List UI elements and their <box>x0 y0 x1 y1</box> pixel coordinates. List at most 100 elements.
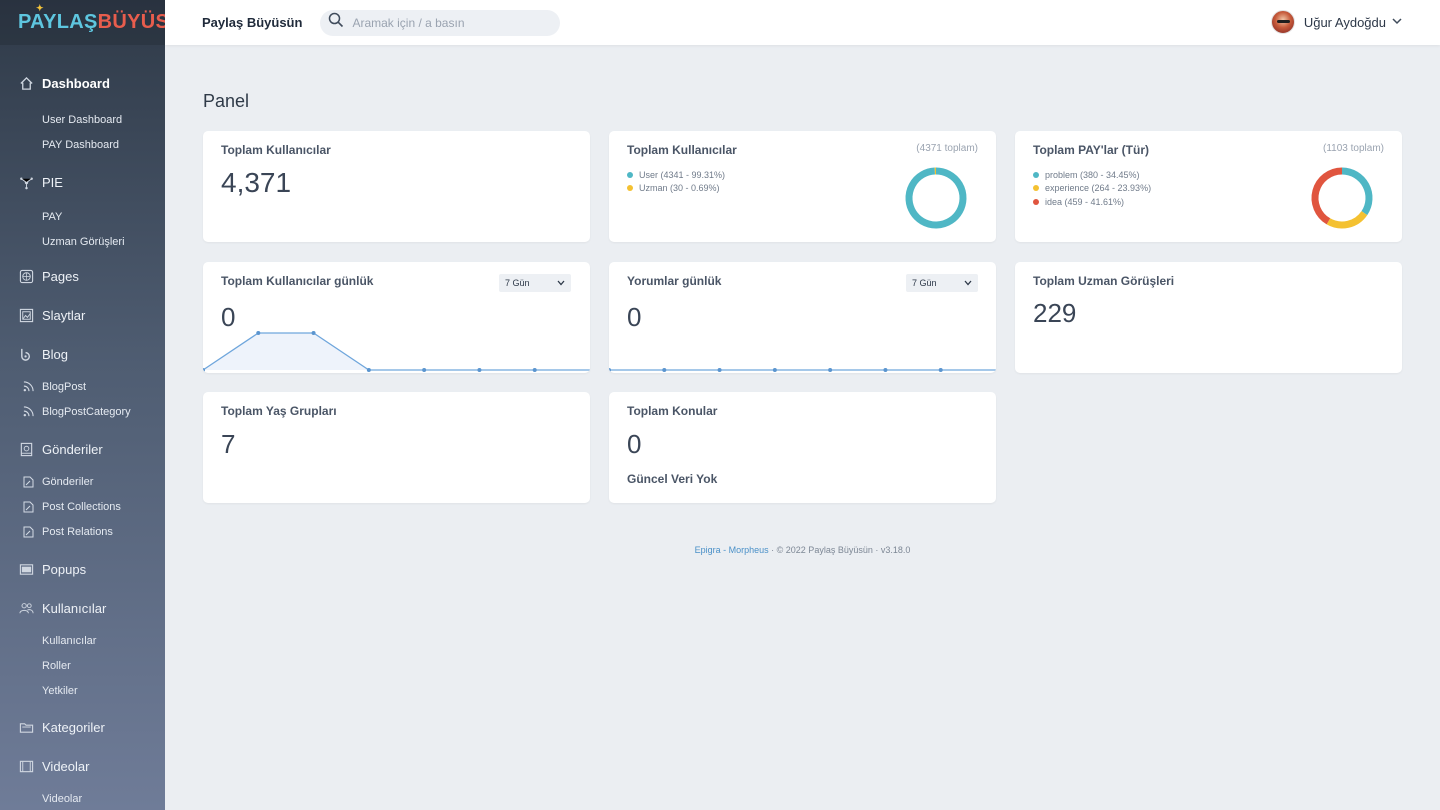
card-value: 7 <box>221 429 236 459</box>
footer-separator: · <box>875 545 881 555</box>
card-expert-opinions: Toplam Uzman Görüşleri 229 <box>1015 262 1402 373</box>
sidebar-sub-blogpostcategory[interactable]: BlogPostCategory <box>0 399 165 424</box>
sidebar-item-slaytlar[interactable]: Slaytlar <box>0 296 165 334</box>
sidebar-sub-pay[interactable]: PAY <box>0 204 165 229</box>
user-menu[interactable]: Uğur Aydoğdu <box>1270 10 1402 34</box>
logo[interactable]: ✦ PAYLAŞBÜYÜSÜN <box>18 3 165 34</box>
legend-item: Uzman (30 - 0.69%) <box>627 182 725 196</box>
sidebar-sub-label: Post Collections <box>42 500 121 513</box>
sidebar-sub-gonderiler[interactable]: Gönderiler <box>0 469 165 494</box>
legend-dot <box>1033 185 1039 192</box>
card-pay-pie: Toplam PAY'lar (Tür) (1103 toplam) probl… <box>1015 131 1402 242</box>
avatar[interactable] <box>1270 10 1295 34</box>
network-icon <box>18 174 34 190</box>
sidebar-item-label: Kullanıcılar <box>42 600 107 616</box>
sidebar-item-popups[interactable]: Popups <box>0 550 165 588</box>
data-point-0[interactable] <box>203 368 205 372</box>
sidebar-item-gonderiler[interactable]: Gönderiler <box>0 430 165 468</box>
data-point-2[interactable] <box>717 368 722 372</box>
sidebar-item-pages[interactable]: Pages <box>0 257 165 295</box>
sidebar-sub-label: Kullanıcılar <box>42 634 97 647</box>
data-point-5[interactable] <box>477 368 482 372</box>
card-age-groups: Toplam Yaş Grupları 7 <box>203 392 590 503</box>
image-icon <box>18 307 34 323</box>
data-point-1[interactable] <box>662 368 667 372</box>
card-title: Toplam Uzman Görüşleri <box>1033 274 1175 288</box>
legend-label: Uzman (30 - 0.69%) <box>639 183 720 194</box>
sidebar-sub-label: Videolar <box>42 792 83 805</box>
sidebar-item-label: Videolar <box>42 758 90 774</box>
card-value: 4,371 <box>221 167 292 198</box>
data-point-0[interactable] <box>609 368 611 372</box>
footer-version: v3.18.0 <box>880 545 911 555</box>
line-chart-users <box>203 331 590 372</box>
sidebar-sub-post-relations[interactable]: Post Relations <box>0 519 165 544</box>
total-note: (4371 toplam) <box>916 143 978 154</box>
search-box[interactable] <box>320 9 561 36</box>
card-title: Toplam Kullanıcılar <box>221 143 331 157</box>
chevron-down-icon <box>964 278 972 288</box>
donut-slice-0[interactable] <box>905 167 967 229</box>
data-point-4[interactable] <box>828 368 833 372</box>
sidebar-item-label: Blog <box>42 346 69 362</box>
sidebar-item-kullanicilar[interactable]: Kullanıcılar <box>0 589 165 627</box>
card-title: Toplam Kullanıcılar günlük <box>221 274 374 288</box>
sidebar-sub-yetkiler[interactable]: Yetkiler <box>0 678 165 703</box>
logo-text-right: BÜYÜSÜN <box>97 11 165 33</box>
card-title: Toplam Kullanıcılar <box>627 143 737 157</box>
sidebar-item-kategoriler[interactable]: Kategoriler <box>0 708 165 746</box>
donut-chart-pay <box>1311 167 1373 229</box>
footer-copyright: © 2022 Paylaş Büyüsün <box>776 545 873 555</box>
sidebar-item-label: Pages <box>42 268 79 284</box>
data-point-6[interactable] <box>532 368 537 372</box>
period-select[interactable]: 7 Gün <box>499 274 571 292</box>
sidebar-sub-label: BlogPostCategory <box>42 405 131 418</box>
card-daily-comments: Yorumlar günlük 7 Gün 0 <box>609 262 996 373</box>
donut-slice-0[interactable] <box>1341 167 1373 216</box>
legend-item: problem (380 - 34.45%) <box>1033 168 1151 182</box>
sidebar-item-label: Dashboard <box>42 75 110 91</box>
sidebar-sub-uzman-gorusleri[interactable]: Uzman Görüşleri <box>0 229 165 254</box>
sidebar-item-label: Popups <box>42 561 87 577</box>
data-point-3[interactable] <box>366 368 371 372</box>
sidebar-sub-label: PAY Dashboard <box>42 138 120 151</box>
site-name[interactable]: Paylaş Büyüsün <box>202 15 303 30</box>
data-point-5[interactable] <box>883 368 888 372</box>
legend: User (4341 - 99.31%) Uzman (30 - 0.69%) <box>627 168 725 195</box>
brand[interactable]: ✦ PAYLAŞBÜYÜSÜN <box>0 0 165 45</box>
sidebar-item-dashboard[interactable]: Dashboard <box>0 64 165 102</box>
period-select[interactable]: 7 Gün <box>906 274 978 292</box>
data-point-6[interactable] <box>938 368 943 372</box>
sidebar-item-pie[interactable]: PIE <box>0 163 165 201</box>
legend-label: User (4341 - 99.31%) <box>639 169 726 180</box>
legend-item: experience (264 - 23.93%) <box>1033 182 1151 196</box>
footer: Epigra - Morpheus · © 2022 Paylaş Büyüsü… <box>165 545 1440 555</box>
donut-slice-2[interactable] <box>1311 167 1343 225</box>
sidebar-sub-user-dashboard[interactable]: User Dashboard <box>0 107 165 132</box>
sidebar-item-videolar[interactable]: Videolar <box>0 747 165 785</box>
sidebar-sub-kullanicilar[interactable]: Kullanıcılar <box>0 628 165 653</box>
sidebar-sub-pay-dashboard[interactable]: PAY Dashboard <box>0 132 165 157</box>
legend-dot <box>1033 171 1039 178</box>
sidebar-sub-videolar[interactable]: Videolar <box>0 786 165 810</box>
data-point-4[interactable] <box>422 368 427 372</box>
document-icon <box>22 476 34 488</box>
data-point-1[interactable] <box>256 331 261 335</box>
card-total-users: Toplam Kullanıcılar 4,371 <box>203 131 590 242</box>
sidebar-item-label: Gönderiler <box>42 441 103 457</box>
data-point-3[interactable] <box>772 368 777 372</box>
film-icon <box>18 758 34 774</box>
search-input[interactable] <box>352 15 553 30</box>
legend-item: User (4341 - 99.31%) <box>627 168 725 182</box>
sidebar-item-blog[interactable]: Blog <box>0 335 165 373</box>
footer-link[interactable]: Epigra - Morpheus <box>694 545 769 555</box>
folder-icon <box>18 719 34 735</box>
sidebar-sub-post-collections[interactable]: Post Collections <box>0 494 165 519</box>
sidebar-sub-roller[interactable]: Roller <box>0 653 165 678</box>
data-point-2[interactable] <box>311 331 316 335</box>
donut-slice-1[interactable] <box>1326 210 1368 229</box>
sidebar-sub-blogpost[interactable]: BlogPost <box>0 374 165 399</box>
card-value: 229 <box>1033 298 1077 328</box>
chevron-down-icon <box>1392 17 1402 28</box>
period-select-value: 7 Gün <box>505 278 530 288</box>
